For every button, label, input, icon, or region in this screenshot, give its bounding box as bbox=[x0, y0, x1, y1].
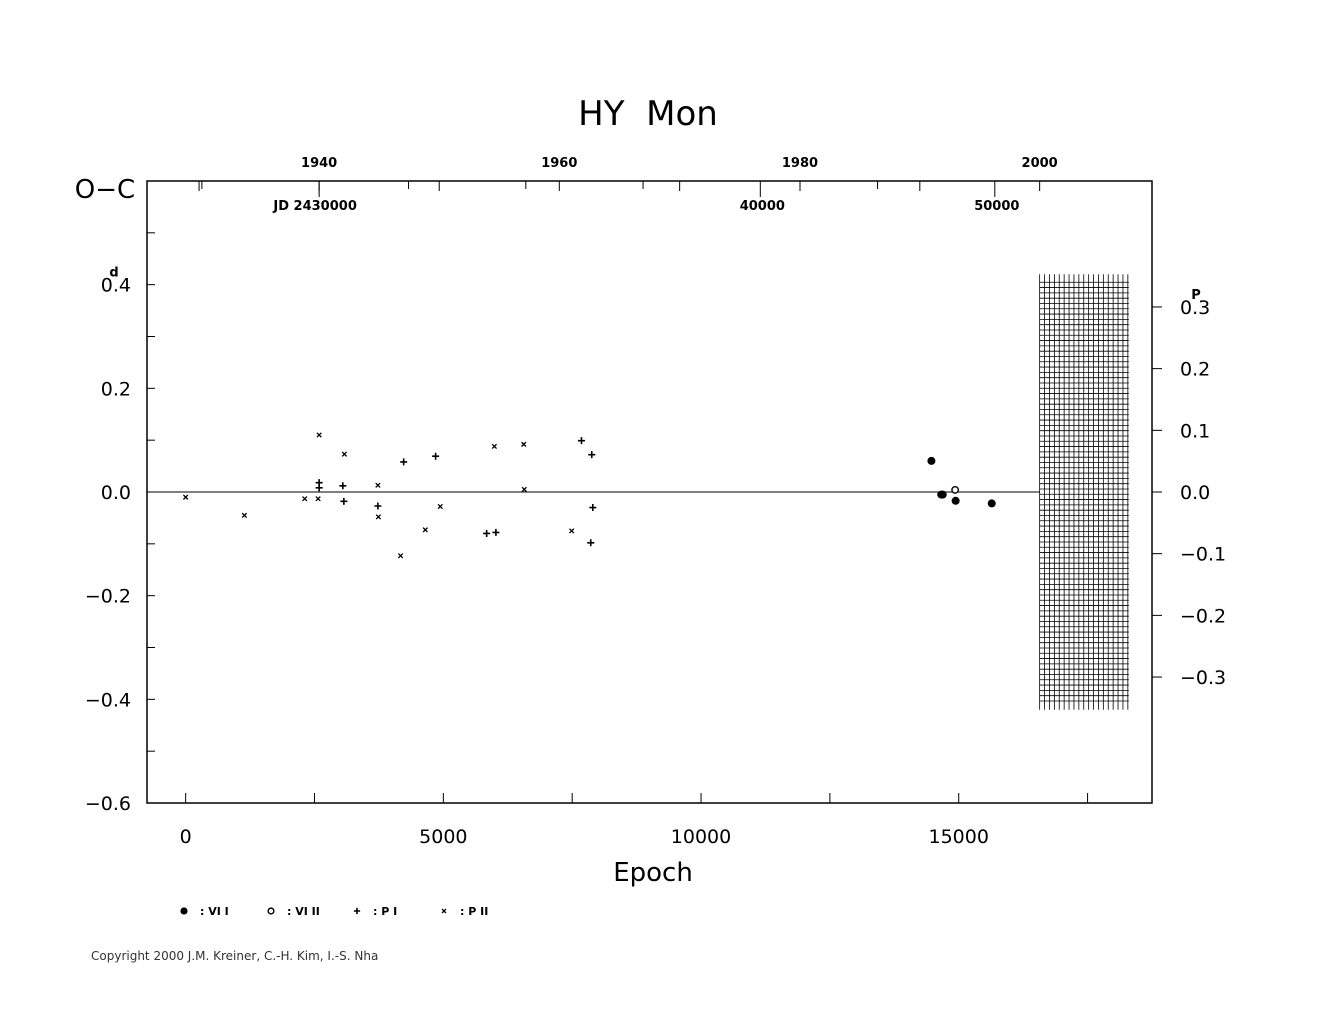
legend-marker bbox=[267, 907, 275, 915]
data-point bbox=[927, 456, 936, 465]
data-point bbox=[302, 496, 308, 502]
legend-label: : VI II bbox=[287, 905, 320, 918]
y-tick-label-right: 0.0 bbox=[1180, 482, 1210, 504]
data-point bbox=[491, 443, 498, 450]
data-point bbox=[577, 437, 585, 445]
data-point bbox=[422, 527, 428, 533]
data-point bbox=[316, 432, 322, 438]
y-tick-label-left: 0.2 bbox=[101, 378, 131, 400]
data-point bbox=[589, 504, 597, 512]
top-jd-label: 50000 bbox=[974, 199, 1019, 214]
legend-label: : P I bbox=[373, 905, 397, 918]
data-point bbox=[182, 494, 189, 500]
top-year-label: 1960 bbox=[541, 156, 577, 171]
x-tick-label: 10000 bbox=[671, 826, 731, 848]
y-tick-label-left: −0.2 bbox=[85, 586, 131, 608]
y-tick-label-right: −0.2 bbox=[1180, 605, 1226, 627]
y-tick-label-left: −0.4 bbox=[85, 689, 131, 711]
legend-label: : VI I bbox=[200, 905, 229, 918]
data-point bbox=[587, 539, 595, 547]
shaded-grid-region bbox=[1039, 274, 1129, 710]
axes-layer: 0.4d 0.2 0.0 −0.2 −0.4 −0.6 0.3P 0.2 0.1 0.0 −0.1 −… bbox=[85, 156, 1226, 848]
data-point bbox=[588, 451, 596, 459]
data-point bbox=[483, 529, 491, 537]
data-point bbox=[432, 452, 440, 460]
data-point bbox=[492, 528, 500, 536]
legend-marker bbox=[441, 908, 447, 914]
legend-marker bbox=[353, 907, 361, 915]
top-jd-label: JD 2430000 bbox=[272, 199, 356, 214]
copyright-note: Copyright 2000 J.M. Kreiner, C.-H. Kim, … bbox=[91, 949, 378, 963]
y-tick-label-right: −0.3 bbox=[1180, 667, 1226, 689]
data-point bbox=[375, 482, 381, 488]
data-point bbox=[521, 441, 527, 447]
data-point bbox=[339, 482, 347, 490]
y-axis-title: O−C bbox=[75, 175, 135, 205]
chart-title: HY Mon bbox=[578, 94, 718, 134]
data-point bbox=[938, 490, 947, 499]
y-tick-label-right: 0.3 bbox=[1180, 297, 1210, 319]
data-point bbox=[521, 486, 527, 493]
data-point bbox=[951, 496, 960, 505]
y-unit-right: P bbox=[1191, 288, 1201, 303]
y-tick-label-left: 0.0 bbox=[101, 482, 131, 504]
y-unit-left: d bbox=[109, 266, 118, 281]
legend-marker bbox=[180, 907, 188, 915]
x-tick-label: 0 bbox=[180, 826, 192, 848]
legend: : VI I : VI II : P I : P II bbox=[180, 905, 488, 918]
data-point bbox=[241, 512, 248, 518]
data-point bbox=[375, 514, 382, 520]
top-jd-label: 40000 bbox=[740, 199, 785, 214]
data-point bbox=[400, 458, 408, 466]
legend-label: : P II bbox=[460, 905, 488, 918]
data-point bbox=[951, 486, 960, 494]
data-point bbox=[374, 502, 382, 510]
data-point bbox=[341, 451, 348, 457]
data-points bbox=[182, 432, 996, 559]
x-axis-title: Epoch bbox=[613, 858, 693, 888]
y-tick-label-left: −0.6 bbox=[85, 793, 131, 815]
y-tick-label-left: 0.4 bbox=[101, 275, 131, 297]
top-year-label: 2000 bbox=[1022, 156, 1058, 171]
top-year-label: 1980 bbox=[782, 156, 818, 171]
x-tick-label: 5000 bbox=[419, 826, 467, 848]
y-tick-label-right: −0.1 bbox=[1180, 544, 1226, 566]
y-tick-label-right: 0.1 bbox=[1180, 420, 1210, 442]
x-tick-label: 15000 bbox=[929, 826, 989, 848]
data-point bbox=[315, 496, 321, 502]
y-tick-label-right: 0.2 bbox=[1180, 359, 1210, 381]
top-year-label: 1940 bbox=[301, 156, 337, 171]
data-point bbox=[315, 484, 323, 492]
data-point bbox=[340, 497, 348, 505]
data-point bbox=[569, 528, 575, 534]
data-point bbox=[987, 499, 996, 508]
data-point bbox=[397, 553, 404, 559]
data-point bbox=[437, 503, 443, 510]
